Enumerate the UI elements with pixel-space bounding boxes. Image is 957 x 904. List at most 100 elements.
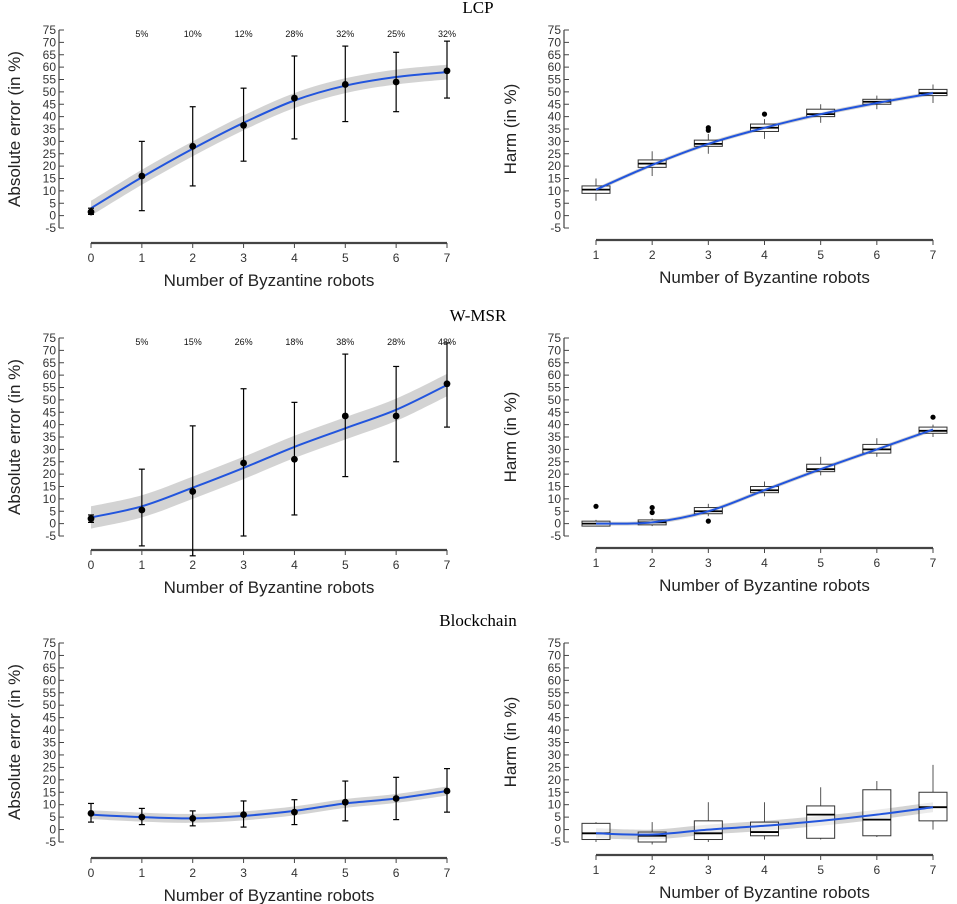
x-tick-label: 3 bbox=[705, 248, 712, 262]
y-tick-label: 0 bbox=[554, 209, 561, 223]
confidence-band bbox=[91, 786, 447, 823]
x-tick-label: 6 bbox=[873, 556, 880, 570]
x-tick-label: 5 bbox=[817, 556, 824, 570]
y-tick-label: 5 bbox=[554, 810, 561, 824]
y-tick-label: 75 bbox=[43, 23, 57, 37]
x-tick-label: 5 bbox=[342, 558, 349, 572]
y-tick-label: 50 bbox=[43, 698, 57, 712]
y-tick-label: 75 bbox=[548, 23, 562, 37]
mean-point bbox=[240, 121, 247, 129]
x-tick-label: 4 bbox=[761, 863, 768, 877]
x-tick-label: 6 bbox=[393, 866, 400, 880]
y-tick-label: 0 bbox=[554, 823, 561, 837]
y-tick-label: 55 bbox=[43, 381, 57, 395]
y-tick-label: 0 bbox=[49, 517, 56, 531]
outlier-point bbox=[593, 503, 599, 509]
y-tick-label: 20 bbox=[548, 467, 562, 481]
outlier-point bbox=[930, 414, 936, 420]
y-tick-label: 10 bbox=[43, 798, 57, 812]
y-tick-label: 55 bbox=[43, 686, 57, 700]
mean-point bbox=[87, 208, 95, 216]
y-tick-label: 30 bbox=[548, 442, 562, 456]
y-tick-label: 20 bbox=[548, 159, 562, 173]
y-tick-label: -5 bbox=[550, 221, 561, 235]
mean-point bbox=[291, 455, 298, 463]
x-tick-label: 6 bbox=[393, 558, 400, 572]
mean-point bbox=[240, 459, 247, 467]
y-tick-label: 75 bbox=[43, 636, 57, 650]
y-tick-label: 30 bbox=[43, 442, 57, 456]
x-tick-label: 4 bbox=[291, 251, 298, 265]
y-tick-label: 10 bbox=[548, 184, 562, 198]
y-tick-label: 30 bbox=[43, 134, 57, 148]
y-tick-label: 40 bbox=[548, 723, 562, 737]
x-tick-label: 4 bbox=[291, 866, 298, 880]
y-tick-label: 25 bbox=[548, 147, 562, 161]
x-axis-title: Number of Byzantine robots bbox=[659, 883, 870, 902]
y-tick-label: 40 bbox=[43, 723, 57, 737]
x-tick-label: 2 bbox=[649, 556, 656, 570]
y-tick-label: 75 bbox=[43, 331, 57, 345]
x-tick-label: 1 bbox=[139, 866, 146, 880]
percent-annotation: 15% bbox=[184, 337, 202, 347]
percent-annotation: 48% bbox=[438, 337, 456, 347]
percent-annotation: 25% bbox=[387, 29, 405, 39]
y-axis-title: Harm (in %) bbox=[501, 697, 520, 788]
mean-point bbox=[341, 412, 349, 420]
x-tick-label: 3 bbox=[705, 556, 712, 570]
percent-annotation: 26% bbox=[235, 337, 253, 347]
mean-point bbox=[443, 787, 451, 795]
y-tick-label: 35 bbox=[43, 430, 57, 444]
confidence-band bbox=[91, 64, 447, 216]
x-axis-title: Number of Byzantine robots bbox=[164, 578, 375, 597]
y-tick-label: 35 bbox=[548, 122, 562, 136]
x-tick-label: 2 bbox=[189, 251, 196, 265]
x-tick-label: 5 bbox=[342, 866, 349, 880]
y-tick-label: 45 bbox=[548, 97, 562, 111]
y-tick-label: 10 bbox=[548, 492, 562, 506]
percent-annotation: 5% bbox=[135, 337, 148, 347]
y-tick-label: 5 bbox=[49, 196, 56, 210]
y-tick-label: -5 bbox=[45, 221, 56, 235]
y-tick-label: 30 bbox=[548, 134, 562, 148]
y-tick-label: 70 bbox=[43, 343, 57, 357]
percent-annotation: 38% bbox=[336, 337, 354, 347]
panel-blockchain-absolute-error: -5051015202530354045505560657075Absolute… bbox=[5, 636, 451, 904]
y-tick-label: 25 bbox=[548, 455, 562, 469]
y-tick-label: 30 bbox=[548, 748, 562, 762]
mean-point bbox=[443, 67, 451, 75]
fit-line bbox=[90, 71, 448, 210]
x-tick-label: 1 bbox=[593, 556, 600, 570]
y-tick-label: 55 bbox=[548, 73, 562, 87]
x-tick-label: 4 bbox=[291, 558, 298, 572]
x-tick-label: 3 bbox=[240, 866, 247, 880]
y-tick-label: 55 bbox=[43, 73, 57, 87]
y-tick-label: 20 bbox=[43, 159, 57, 173]
y-tick-label: 15 bbox=[548, 785, 562, 799]
mean-point bbox=[189, 142, 197, 150]
outlier-point bbox=[705, 518, 711, 524]
mean-point bbox=[240, 811, 247, 819]
x-axis-title: Number of Byzantine robots bbox=[659, 576, 870, 595]
mean-point bbox=[392, 78, 400, 86]
y-tick-label: 40 bbox=[43, 418, 57, 432]
x-axis-title: Number of Byzantine robots bbox=[164, 886, 375, 904]
x-tick-label: 0 bbox=[88, 558, 95, 572]
x-tick-label: 2 bbox=[649, 863, 656, 877]
x-tick-label: 6 bbox=[393, 251, 400, 265]
y-tick-label: -5 bbox=[550, 529, 561, 543]
outlier-point bbox=[705, 125, 711, 131]
mean-point bbox=[87, 515, 95, 523]
y-tick-label: 20 bbox=[43, 467, 57, 481]
mean-point bbox=[138, 172, 146, 180]
mean-point bbox=[189, 488, 197, 495]
x-tick-label: 3 bbox=[240, 558, 247, 572]
mean-point bbox=[87, 809, 95, 817]
y-axis-title: Harm (in %) bbox=[501, 84, 520, 175]
y-tick-label: -5 bbox=[550, 835, 561, 849]
fit-line bbox=[90, 790, 448, 820]
y-tick-label: -5 bbox=[45, 529, 56, 543]
y-tick-label: 55 bbox=[548, 686, 562, 700]
y-tick-label: 70 bbox=[548, 648, 562, 662]
box-iqr bbox=[806, 108, 836, 118]
